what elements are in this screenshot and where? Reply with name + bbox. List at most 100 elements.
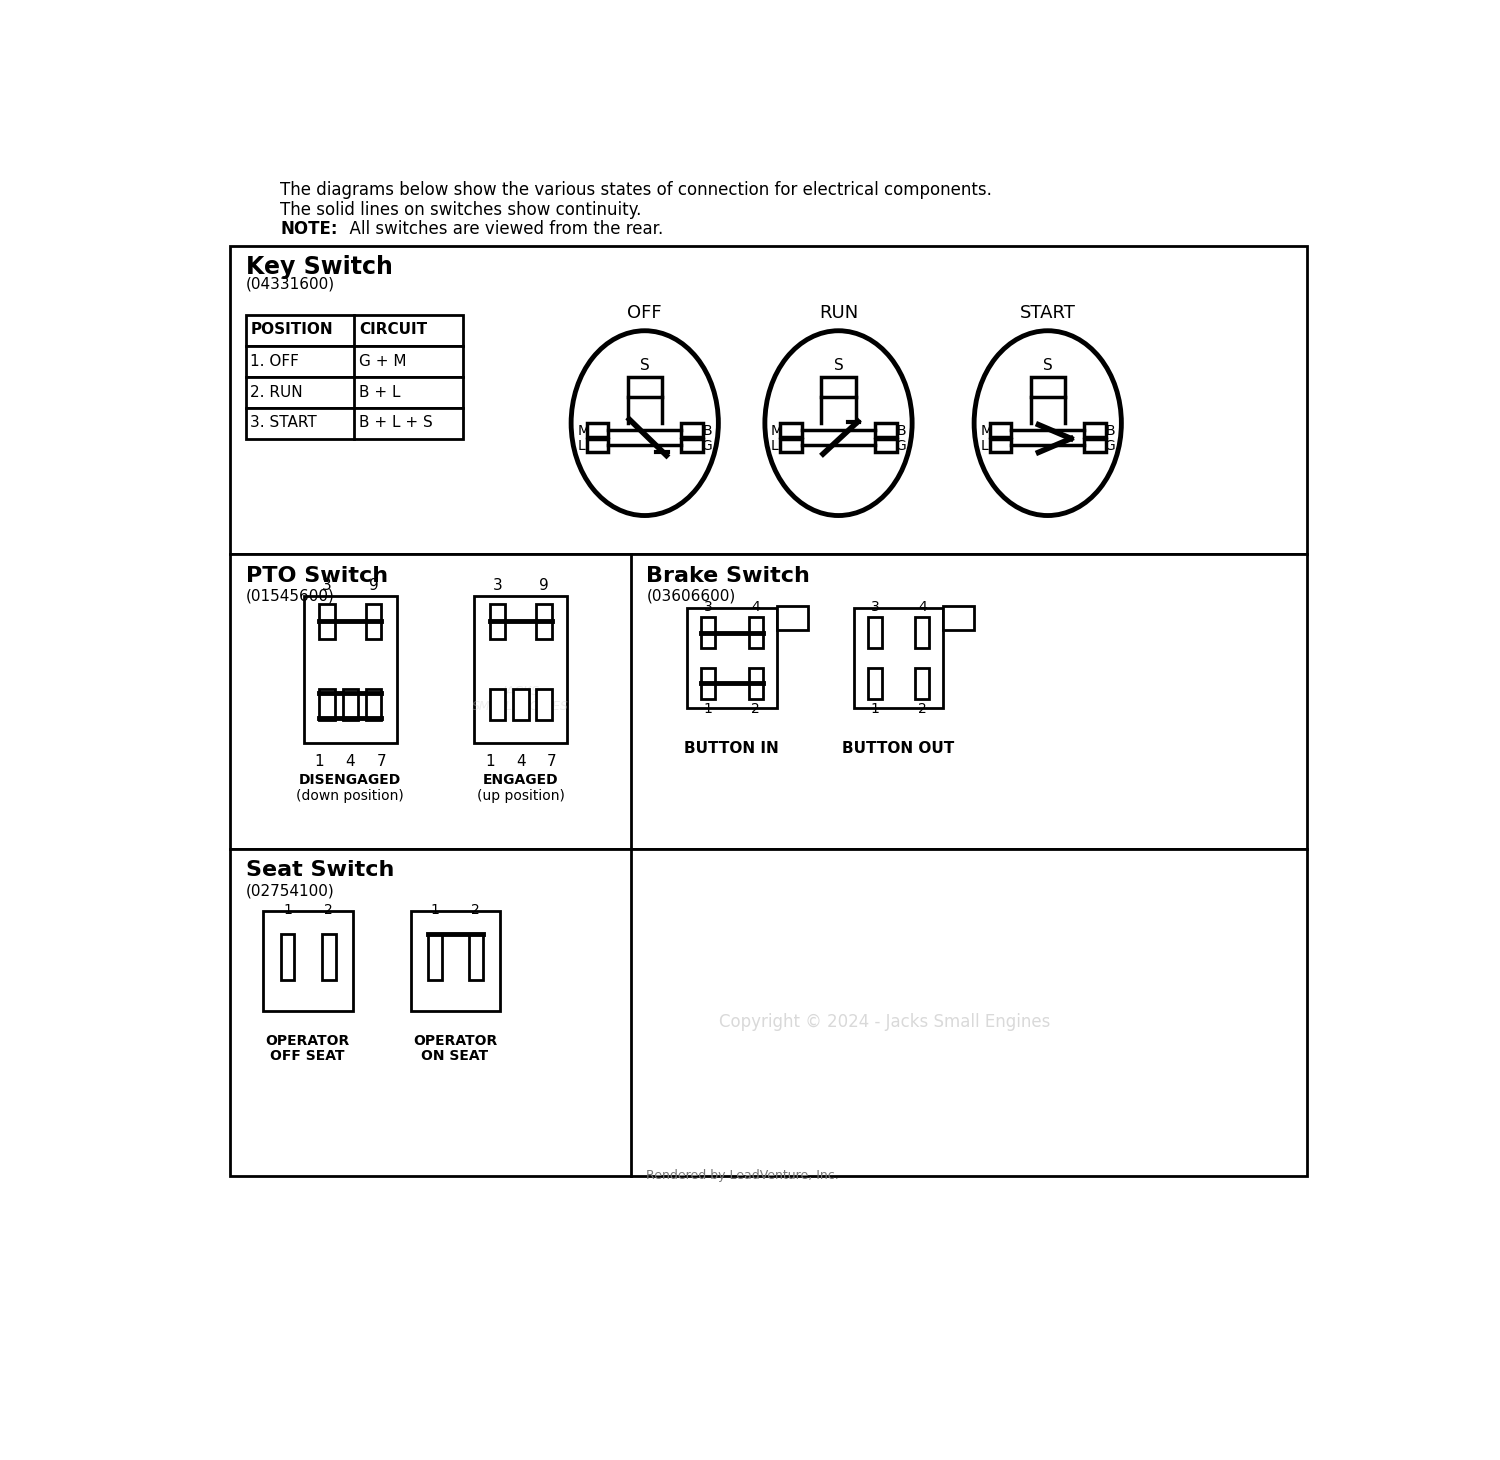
Bar <box>366 689 381 720</box>
Bar <box>702 618 715 648</box>
Text: 7: 7 <box>376 755 386 769</box>
Text: RUN: RUN <box>819 304 858 321</box>
Text: G + M: G + M <box>358 353 407 369</box>
Bar <box>681 438 703 453</box>
Text: All switches are viewed from the rear.: All switches are viewed from the rear. <box>339 220 663 238</box>
Bar <box>586 423 609 437</box>
Text: 4: 4 <box>918 600 927 615</box>
Text: START: START <box>1020 304 1076 321</box>
Text: B + L + S: B + L + S <box>358 416 432 431</box>
Ellipse shape <box>765 331 912 515</box>
Bar <box>874 438 897 453</box>
Text: 3: 3 <box>492 578 502 593</box>
Text: The diagrams below show the various states of connection for electrical componen: The diagrams below show the various stat… <box>280 181 993 200</box>
Bar <box>320 689 334 720</box>
Text: B: B <box>1106 423 1114 438</box>
Ellipse shape <box>572 331 718 515</box>
Text: OFF SEAT: OFF SEAT <box>270 1050 345 1063</box>
Text: S: S <box>640 358 650 372</box>
Text: OPERATOR: OPERATOR <box>266 1034 350 1048</box>
Bar <box>264 911 352 1010</box>
Bar <box>320 604 334 638</box>
Bar <box>537 689 552 720</box>
Text: CIRCUIT: CIRCUIT <box>358 321 428 336</box>
Bar <box>915 618 928 648</box>
Text: 1: 1 <box>284 902 292 917</box>
Text: M: M <box>981 423 993 438</box>
Bar <box>990 423 1011 437</box>
Text: Seat Switch: Seat Switch <box>246 860 394 880</box>
Text: Brake Switch: Brake Switch <box>646 565 810 585</box>
Bar <box>990 438 1011 453</box>
Text: G: G <box>896 439 906 453</box>
Bar <box>342 689 358 720</box>
Text: OPERATOR: OPERATOR <box>413 1034 497 1048</box>
Text: 7: 7 <box>548 755 556 769</box>
Text: B: B <box>897 423 906 438</box>
Text: L: L <box>981 439 988 453</box>
Bar <box>687 607 777 708</box>
Bar <box>246 377 462 407</box>
Bar <box>411 911 500 1010</box>
Text: 1: 1 <box>870 702 879 715</box>
Text: 2: 2 <box>324 902 333 917</box>
Text: (down position): (down position) <box>297 788 404 803</box>
Text: 1: 1 <box>704 702 712 715</box>
Text: L: L <box>771 439 778 453</box>
Bar <box>627 377 662 397</box>
Text: 2: 2 <box>918 702 927 715</box>
Text: POSITION: POSITION <box>251 321 333 336</box>
Text: 3: 3 <box>322 578 332 593</box>
Text: 9: 9 <box>369 578 378 593</box>
Text: 4: 4 <box>516 755 525 769</box>
Bar <box>280 933 294 980</box>
Text: JACKS
SMALLENGINES: JACKS SMALLENGINES <box>472 685 568 712</box>
Bar <box>246 315 462 346</box>
Bar <box>874 423 897 437</box>
Bar <box>489 604 506 638</box>
Text: S: S <box>1042 358 1053 372</box>
Bar <box>748 669 762 699</box>
Bar <box>1084 438 1106 453</box>
Text: B + L: B + L <box>358 384 401 400</box>
Bar <box>246 346 462 377</box>
Bar <box>777 606 807 629</box>
Bar <box>780 423 802 437</box>
Text: B: B <box>702 423 712 438</box>
Text: 3: 3 <box>704 600 712 615</box>
Text: G: G <box>1104 439 1114 453</box>
Bar <box>915 669 928 699</box>
Text: PTO Switch: PTO Switch <box>246 565 387 585</box>
Text: Key Switch: Key Switch <box>246 255 393 279</box>
Bar <box>489 689 506 720</box>
Text: (03606600): (03606600) <box>646 588 735 603</box>
Bar <box>1084 423 1106 437</box>
Text: M: M <box>771 423 783 438</box>
Bar <box>780 438 802 453</box>
Bar <box>427 933 441 980</box>
Text: L: L <box>578 439 585 453</box>
Bar <box>748 618 762 648</box>
Text: ENGAGED: ENGAGED <box>483 774 558 787</box>
Text: 4: 4 <box>752 600 760 615</box>
Text: 1: 1 <box>430 902 439 917</box>
Bar <box>513 689 528 720</box>
Text: 4: 4 <box>345 755 355 769</box>
Bar <box>1030 377 1065 397</box>
Bar <box>246 407 462 438</box>
Bar <box>366 604 381 638</box>
Text: 3: 3 <box>870 600 879 615</box>
Bar <box>868 669 882 699</box>
Text: M: M <box>578 423 590 438</box>
Text: OFF: OFF <box>627 304 662 321</box>
Bar <box>474 596 567 743</box>
Text: Rendered by LeadVenture, Inc.: Rendered by LeadVenture, Inc. <box>646 1168 839 1181</box>
Text: 2. RUN: 2. RUN <box>251 384 303 400</box>
Ellipse shape <box>974 331 1122 515</box>
Bar <box>681 423 703 437</box>
Bar <box>321 933 336 980</box>
Bar <box>868 618 882 648</box>
Bar <box>537 604 552 638</box>
Bar <box>230 848 1308 1177</box>
Text: (up position): (up position) <box>477 788 564 803</box>
